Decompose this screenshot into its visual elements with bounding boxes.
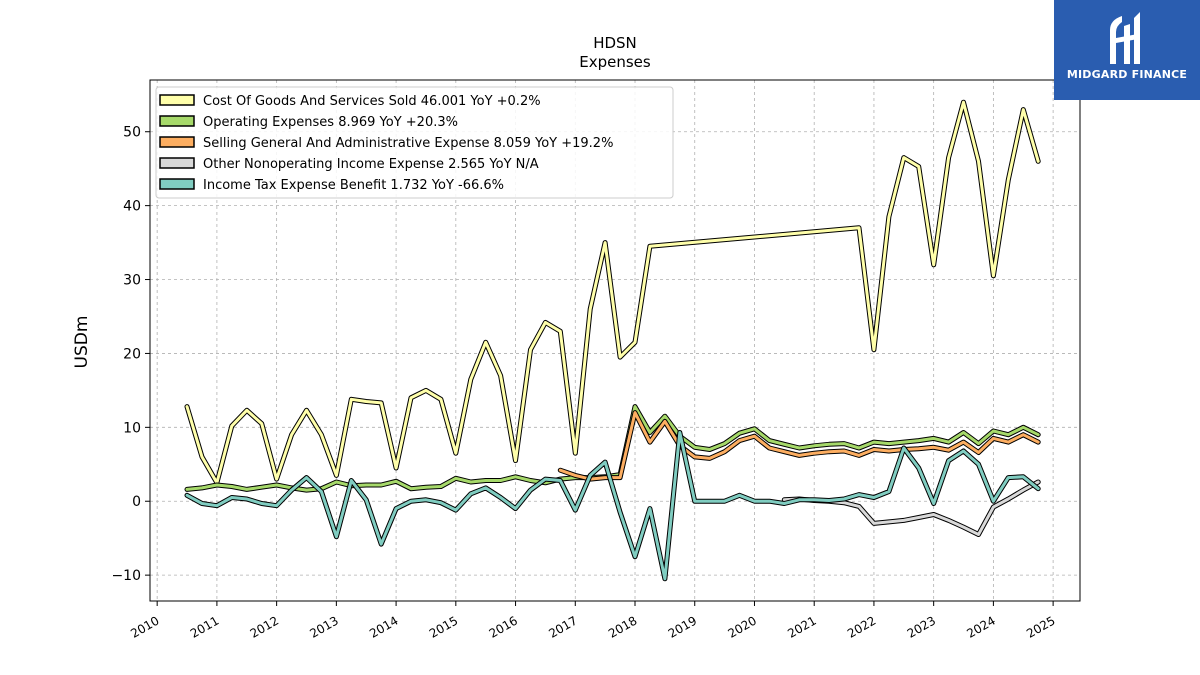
x-tick-label: 2018	[606, 613, 639, 640]
x-tick-label: 2022	[845, 613, 878, 640]
x-tick-label: 2025	[1024, 613, 1057, 640]
y-tick-label: 30	[123, 273, 141, 289]
legend-box	[155, 86, 674, 199]
midgard-finance-logo: MIDGARD FINANCE	[1054, 0, 1200, 100]
x-tick-label: 2012	[248, 613, 281, 640]
legend-swatch	[159, 136, 195, 148]
x-tick-label: 2011	[188, 613, 221, 640]
legend-swatch	[159, 94, 195, 106]
x-tick-label: 2024	[964, 613, 997, 640]
chart-title: HDSN	[593, 34, 637, 52]
x-tick-label: 2017	[546, 613, 579, 640]
x-tick-label: 2014	[367, 613, 400, 640]
y-axis-label: USDm	[72, 316, 92, 369]
chart-subtitle: Expenses	[579, 53, 651, 71]
legend-swatch	[159, 178, 195, 190]
x-tick-label: 2023	[905, 613, 938, 640]
x-tick-label: 2019	[666, 613, 699, 640]
series-line-0	[185, 100, 1040, 485]
legend-label: Income Tax Expense Benefit 1.732 YoY -66…	[203, 178, 504, 193]
legend-label: Other Nonoperating Income Expense 2.565 …	[203, 157, 539, 172]
x-tick-label: 2020	[726, 613, 759, 640]
x-tick-label: 2010	[128, 613, 161, 640]
y-tick-label: −10	[111, 568, 141, 584]
series-line-4	[185, 431, 1040, 581]
series-line-outline-4	[184, 430, 1041, 582]
y-tick-label: 0	[132, 494, 141, 510]
legend-label: Selling General And Administrative Expen…	[203, 136, 613, 151]
x-tick-label: 2015	[427, 613, 460, 640]
logo-mark-icon	[1110, 12, 1140, 64]
legend-label: Cost Of Goods And Services Sold 46.001 Y…	[203, 94, 541, 109]
y-tick-label: 50	[123, 125, 141, 141]
series-line-2	[558, 411, 1040, 481]
y-tick-label: 10	[123, 420, 141, 436]
logo-text: MIDGARD FINANCE	[1066, 68, 1188, 81]
y-tick-label: 20	[123, 346, 141, 362]
plot-frame	[149, 79, 1081, 602]
y-tick-label: 40	[123, 199, 141, 215]
legend-label: Operating Expenses 8.969 YoY +20.3%	[203, 115, 458, 130]
legend-swatch	[159, 157, 195, 169]
x-tick-label: 2013	[307, 613, 340, 640]
x-tick-label: 2021	[785, 613, 818, 640]
legend-swatch	[159, 115, 195, 127]
x-tick-label: 2016	[487, 613, 520, 640]
